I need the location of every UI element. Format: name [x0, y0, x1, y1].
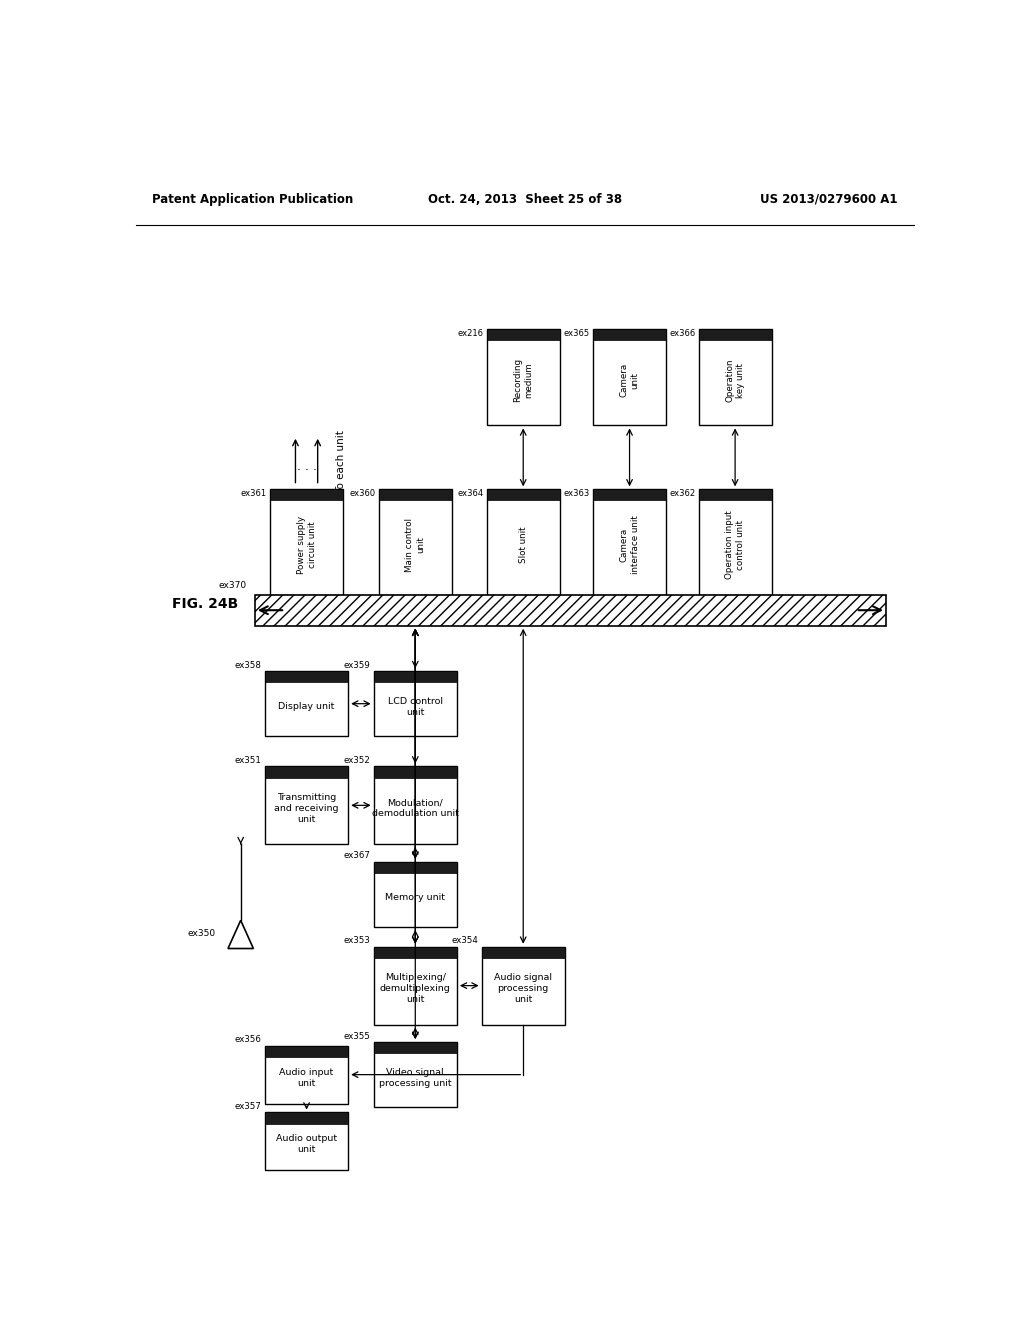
Bar [374, 946, 457, 1024]
Bar [486, 329, 560, 341]
Text: ex357: ex357 [234, 1102, 262, 1111]
Bar [374, 767, 457, 845]
Text: ex354: ex354 [452, 936, 478, 945]
Bar [374, 862, 457, 927]
Text: Main control
unit: Main control unit [406, 517, 425, 572]
Bar [698, 490, 772, 594]
Text: Patent Application Publication: Patent Application Publication [152, 193, 353, 206]
Bar [374, 862, 457, 873]
Text: ex363: ex363 [563, 490, 590, 498]
Text: ex367: ex367 [344, 851, 371, 861]
Text: Oct. 24, 2013  Sheet 25 of 38: Oct. 24, 2013 Sheet 25 of 38 [428, 193, 622, 206]
Bar [265, 671, 348, 682]
Text: ex356: ex356 [234, 1035, 262, 1044]
Bar [486, 490, 560, 594]
Text: ex366: ex366 [669, 329, 695, 338]
Text: ex216: ex216 [458, 329, 483, 338]
Bar [698, 490, 772, 500]
Text: ex360: ex360 [349, 490, 376, 498]
Text: Power supply
circuit unit: Power supply circuit unit [297, 516, 316, 574]
Text: Operation input
control unit: Operation input control unit [725, 511, 745, 579]
Text: Modulation/
demodulation unit: Modulation/ demodulation unit [372, 799, 459, 818]
Text: Video signal
processing unit: Video signal processing unit [379, 1068, 452, 1088]
Text: ex355: ex355 [344, 1031, 371, 1040]
Text: Multiplexing/
demultiplexing
unit: Multiplexing/ demultiplexing unit [380, 973, 451, 1005]
Text: Camera
unit: Camera unit [620, 363, 640, 397]
Text: Display unit: Display unit [279, 702, 335, 711]
Text: US 2013/0279600 A1: US 2013/0279600 A1 [760, 193, 898, 206]
Bar [486, 329, 560, 425]
Bar [486, 490, 560, 500]
Bar [265, 1045, 348, 1057]
Bar [379, 490, 452, 500]
Bar [374, 946, 457, 958]
Bar [374, 671, 457, 737]
Bar [374, 767, 457, 777]
Bar [265, 671, 348, 737]
Text: ex365: ex365 [564, 329, 590, 338]
Text: FIG. 24B: FIG. 24B [172, 597, 238, 611]
Bar [374, 1041, 457, 1053]
Text: Camera
interface unit: Camera interface unit [620, 516, 640, 574]
Text: Audio output
unit: Audio output unit [276, 1134, 337, 1155]
Bar [481, 946, 565, 958]
Bar [255, 594, 886, 626]
Text: ex351: ex351 [234, 756, 262, 764]
Text: To each unit: To each unit [336, 429, 346, 492]
Text: ex361: ex361 [241, 490, 267, 498]
Bar [481, 946, 565, 1024]
Bar [265, 1113, 348, 1171]
Bar [698, 329, 772, 425]
Text: Memory unit: Memory unit [385, 892, 445, 902]
Bar [265, 767, 348, 777]
Text: Audio signal
processing
unit: Audio signal processing unit [495, 973, 552, 1005]
Text: Audio input
unit: Audio input unit [280, 1068, 334, 1088]
Bar [265, 1113, 348, 1123]
Bar [593, 329, 666, 425]
Bar [379, 490, 452, 594]
Text: LCD control
unit: LCD control unit [388, 697, 442, 717]
Bar [374, 1041, 457, 1107]
Bar [698, 329, 772, 341]
Bar [593, 490, 666, 594]
Text: ex353: ex353 [344, 936, 371, 945]
Text: Recording
medium: Recording medium [513, 358, 534, 403]
Bar [270, 490, 343, 594]
Text: ex352: ex352 [344, 756, 371, 764]
Bar [593, 490, 666, 500]
Text: ex370: ex370 [219, 581, 247, 590]
Bar [270, 490, 343, 500]
Bar [593, 329, 666, 341]
Text: ex359: ex359 [344, 660, 371, 669]
Text: ex364: ex364 [458, 490, 483, 498]
Text: . . .: . . . [297, 459, 316, 473]
Text: Operation
key unit: Operation key unit [725, 359, 745, 403]
Text: Slot unit: Slot unit [519, 527, 527, 564]
Bar [265, 1045, 348, 1104]
Text: ex362: ex362 [670, 490, 695, 498]
Bar [265, 767, 348, 845]
Text: ex350: ex350 [187, 929, 215, 939]
Bar [374, 671, 457, 682]
Text: ex358: ex358 [234, 660, 262, 669]
Text: Transmitting
and receiving
unit: Transmitting and receiving unit [274, 793, 339, 824]
